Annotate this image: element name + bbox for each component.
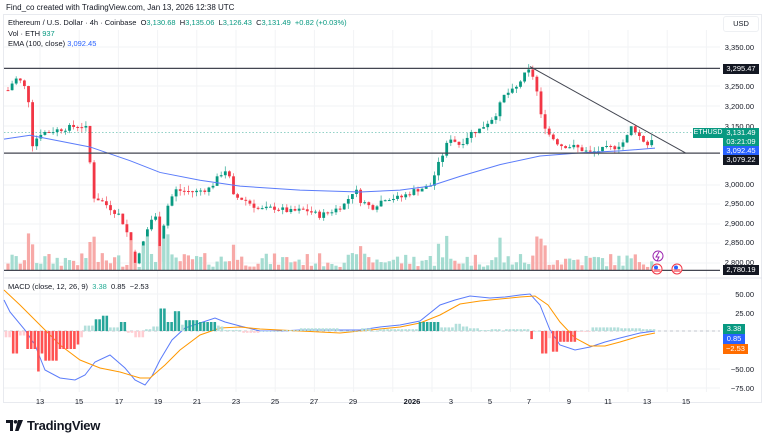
chart-frame	[3, 14, 762, 403]
x-axis-label: 13	[35, 397, 45, 406]
ema-row: EMA (100, close) 3,092.45	[8, 39, 97, 48]
symbol-legend: Ethereum / U.S. Dollar · 4h · Coinbase O…	[8, 18, 347, 50]
price-axis-label: 3,250.00	[724, 82, 754, 91]
x-axis-label: 3	[448, 397, 454, 406]
macd-hist-tag: 3.38	[723, 324, 745, 334]
symbol-name[interactable]: Ethereum / U.S. Dollar · 4h · Coinbase	[8, 18, 137, 27]
macd-axis-label: −75.00	[730, 384, 754, 393]
macd-line-tag: 0.85	[723, 334, 745, 344]
symbol-tag: ETHUSD	[693, 128, 723, 138]
x-axis-label: 11	[604, 397, 612, 406]
x-axis-label: 5	[487, 397, 493, 406]
x-axis-label: 29	[348, 397, 358, 406]
credit-text: Find_co created with TradingView.com, Ja…	[6, 3, 235, 12]
macd-axis-label: 50.00	[735, 290, 754, 299]
x-axis-label: 19	[153, 397, 163, 406]
tradingview-logo-icon	[6, 420, 23, 431]
x-axis-label-year: 2026	[403, 397, 421, 406]
macd-value: 0.85	[110, 282, 126, 291]
volume-row: Vol · ETH 937	[8, 28, 55, 38]
macd-axis-label: 25.00	[735, 309, 754, 318]
currency-button[interactable]: USD	[723, 16, 759, 32]
ema-value: 3,092.45	[67, 39, 97, 48]
price-axis-label: 3,200.00	[724, 102, 754, 111]
volume-value: 937	[42, 28, 55, 38]
ohlc-row: Ethereum / U.S. Dollar · 4h · Coinbase O…	[8, 18, 347, 27]
x-axis-label: 15	[74, 397, 84, 406]
macd-axis-label: −50.00	[730, 365, 754, 374]
macd-legend: MACD (close, 12, 26, 9) 3.38 0.85 −2.53	[8, 282, 149, 291]
bar-countdown-tag: 03:21:09	[723, 137, 759, 147]
x-axis-label: 9	[566, 397, 572, 406]
brand-name: TradingView	[27, 418, 101, 433]
price-axis-label: 2,900.00	[724, 219, 754, 228]
x-axis-label: 21	[192, 397, 202, 406]
macd-hist-value: 3.38	[92, 282, 107, 291]
x-axis-label: 17	[114, 397, 124, 406]
ema-price-tag: 3,092.45	[723, 146, 759, 156]
change-value: +0.82 (+0.03%)	[294, 18, 347, 27]
open-value: 3,130.68	[146, 18, 176, 27]
tradingview-logo[interactable]: TradingView	[6, 418, 100, 433]
support-price-tag: 3,079.22	[723, 155, 759, 165]
x-axis-label: 15	[681, 397, 691, 406]
x-axis-label: 23	[231, 397, 241, 406]
last-price-tag: 3,131.49	[723, 128, 759, 138]
price-axis-label: 3,150.00	[724, 122, 754, 131]
high-value: 3,135.06	[185, 18, 215, 27]
resistance-price-tag: 3,295.47	[723, 64, 759, 74]
x-axis-label: 25	[270, 397, 280, 406]
x-axis-label: 13	[642, 397, 652, 406]
price-axis-label: 2,950.00	[724, 199, 754, 208]
macd-legend-label[interactable]: MACD (close, 12, 26, 9)	[8, 282, 89, 291]
price-axis-label: 3,350.00	[724, 43, 754, 52]
price-axis-label: 3,000.00	[724, 180, 754, 189]
price-axis-label: 2,800.00	[724, 258, 754, 267]
x-axis-label: 27	[309, 397, 319, 406]
x-axis-label: 7	[526, 397, 532, 406]
macd-signal-tag: −2.53	[723, 344, 748, 354]
macd-signal-value: −2.53	[129, 282, 149, 291]
close-value: 3,131.49	[261, 18, 291, 27]
price-axis-label: 2,850.00	[724, 238, 754, 247]
low-value: 3,126.43	[222, 18, 252, 27]
low-line-price-tag: 2,780.19	[723, 265, 759, 275]
